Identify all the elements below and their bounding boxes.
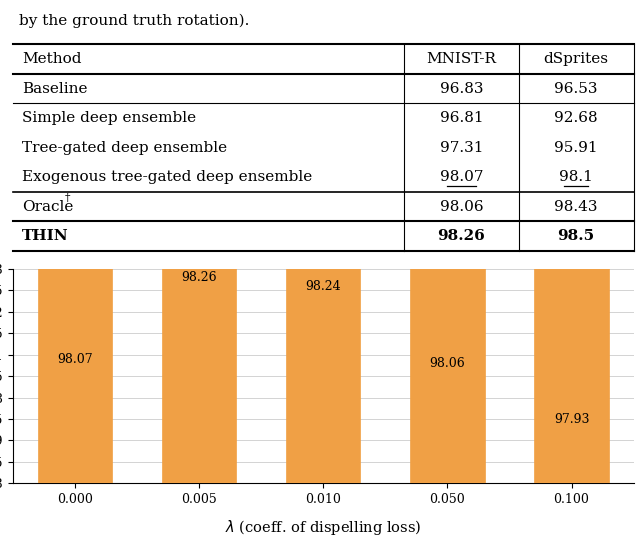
Text: $\lambda$ (coeff. of dispelling loss): $\lambda$ (coeff. of dispelling loss) [225, 517, 421, 536]
Text: Baseline: Baseline [22, 81, 88, 96]
Text: 96.83: 96.83 [440, 81, 483, 96]
Text: 95.91: 95.91 [554, 141, 598, 155]
Text: by the ground truth rotation).: by the ground truth rotation). [19, 13, 250, 28]
Text: 98.07: 98.07 [440, 170, 483, 184]
Text: MNIST-R: MNIST-R [426, 52, 497, 66]
Bar [38, 0, 112, 483]
Text: 98.24: 98.24 [305, 280, 341, 293]
Text: 98.43: 98.43 [554, 200, 598, 213]
Text: THIN: THIN [22, 229, 68, 243]
Text: 92.68: 92.68 [554, 111, 598, 125]
Bar [162, 0, 236, 483]
Text: 98.06: 98.06 [429, 357, 465, 370]
Text: 96.53: 96.53 [554, 81, 598, 96]
Text: 98.5: 98.5 [557, 229, 595, 243]
Text: dSprites: dSprites [543, 52, 609, 66]
Text: 96.81: 96.81 [440, 111, 483, 125]
Text: Simple deep ensemble: Simple deep ensemble [22, 111, 196, 125]
Text: 98.06: 98.06 [440, 200, 483, 213]
Text: 98.26: 98.26 [181, 272, 217, 285]
Text: Tree-gated deep ensemble: Tree-gated deep ensemble [22, 141, 227, 155]
Bar [534, 0, 609, 483]
Text: 98.1: 98.1 [559, 170, 593, 184]
Text: Oracle: Oracle [22, 200, 74, 213]
Text: 98.26: 98.26 [438, 229, 485, 243]
Text: Exogenous tree-gated deep ensemble: Exogenous tree-gated deep ensemble [22, 170, 312, 184]
Text: †: † [65, 193, 70, 204]
Text: 97.93: 97.93 [554, 413, 589, 426]
Bar [286, 0, 360, 483]
Text: 98.07: 98.07 [57, 353, 93, 366]
Text: Method: Method [22, 52, 82, 66]
Bar [410, 0, 484, 483]
Text: 97.31: 97.31 [440, 141, 483, 155]
